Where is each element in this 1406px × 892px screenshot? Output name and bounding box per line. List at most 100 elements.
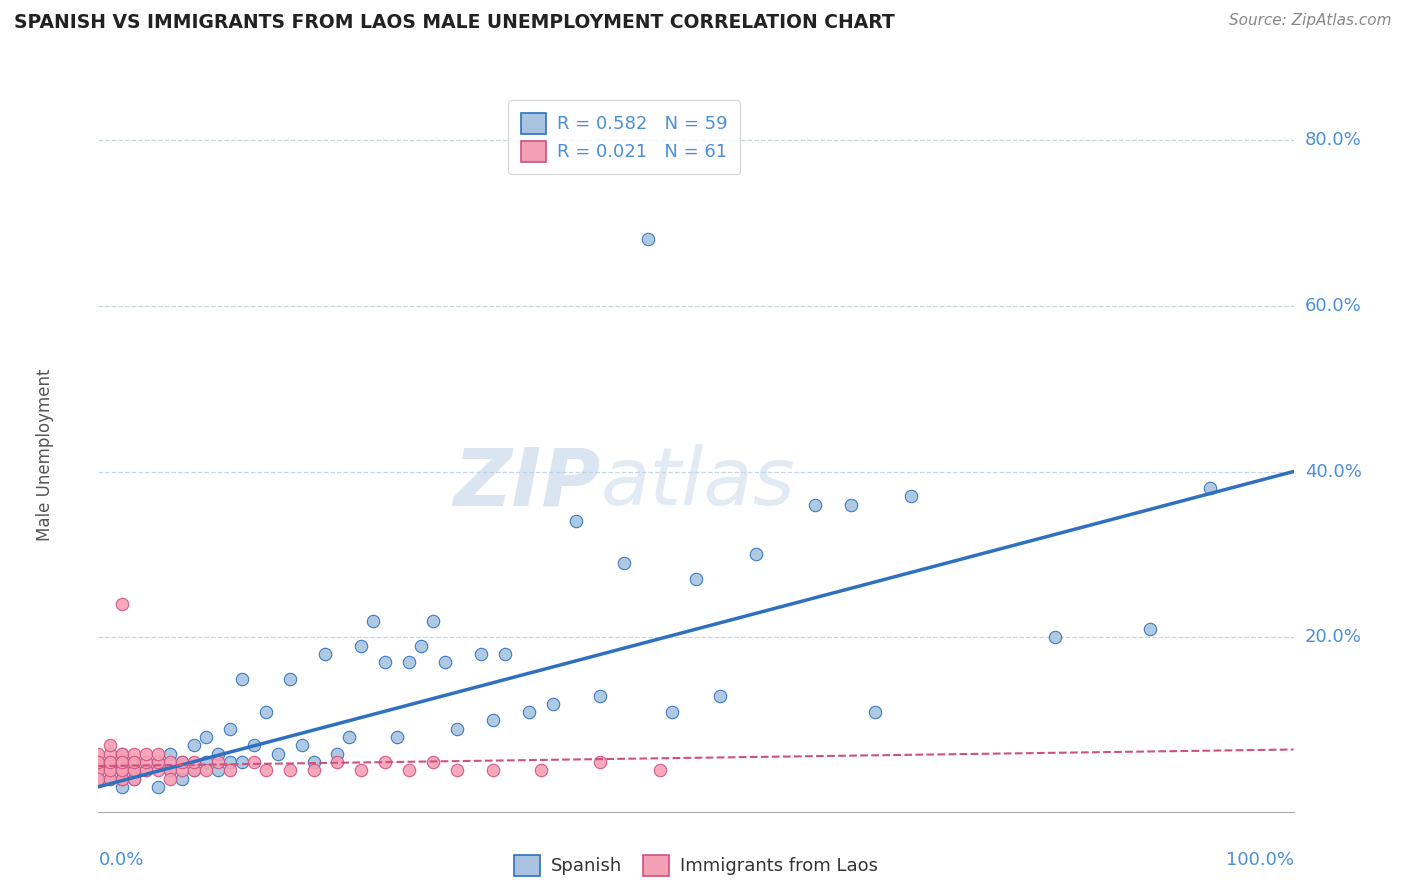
Point bbox=[111, 772, 134, 786]
Point bbox=[589, 755, 612, 769]
Text: 100.0%: 100.0% bbox=[1226, 851, 1294, 869]
Point bbox=[135, 755, 157, 769]
Point bbox=[111, 755, 134, 769]
Point bbox=[637, 232, 659, 246]
Point bbox=[98, 755, 122, 769]
Point bbox=[87, 763, 110, 777]
Text: SPANISH VS IMMIGRANTS FROM LAOS MALE UNEMPLOYMENT CORRELATION CHART: SPANISH VS IMMIGRANTS FROM LAOS MALE UNE… bbox=[14, 13, 894, 32]
Point bbox=[98, 747, 122, 761]
Point bbox=[411, 639, 433, 653]
Point bbox=[111, 763, 134, 777]
Point bbox=[529, 763, 551, 777]
Point bbox=[745, 548, 768, 562]
Point bbox=[517, 705, 540, 719]
Legend: Spanish, Immigrants from Laos: Spanish, Immigrants from Laos bbox=[505, 846, 887, 885]
Point bbox=[709, 689, 731, 703]
Point bbox=[302, 763, 325, 777]
Point bbox=[1043, 631, 1066, 645]
Point bbox=[374, 755, 396, 769]
Point bbox=[124, 763, 146, 777]
Point bbox=[350, 639, 373, 653]
Point bbox=[326, 755, 349, 769]
Point bbox=[207, 747, 229, 761]
Point bbox=[159, 763, 181, 777]
Point bbox=[219, 763, 242, 777]
Point bbox=[1198, 481, 1220, 495]
Point bbox=[243, 755, 266, 769]
Point bbox=[267, 747, 290, 761]
Point bbox=[87, 755, 110, 769]
Point bbox=[804, 498, 827, 512]
Point bbox=[337, 730, 360, 744]
Point bbox=[374, 656, 396, 670]
Point bbox=[207, 763, 229, 777]
Point bbox=[422, 614, 444, 628]
Point bbox=[183, 763, 205, 777]
Point bbox=[839, 498, 862, 512]
Point bbox=[98, 755, 122, 769]
Text: ZIP: ZIP bbox=[453, 444, 600, 523]
Point bbox=[172, 755, 194, 769]
Point bbox=[111, 763, 134, 777]
Point bbox=[111, 755, 134, 769]
Point bbox=[183, 739, 205, 753]
Point bbox=[111, 780, 134, 794]
Point bbox=[87, 755, 110, 769]
Point bbox=[148, 755, 170, 769]
Point bbox=[589, 689, 612, 703]
Point bbox=[111, 772, 134, 786]
Point bbox=[194, 755, 217, 769]
Point bbox=[111, 747, 134, 761]
Point bbox=[98, 763, 122, 777]
Point bbox=[194, 730, 217, 744]
Point bbox=[326, 747, 349, 761]
Point bbox=[111, 597, 134, 611]
Point bbox=[219, 722, 242, 736]
Point bbox=[98, 763, 122, 777]
Point bbox=[124, 772, 146, 786]
Point bbox=[1139, 622, 1161, 636]
Point bbox=[433, 656, 456, 670]
Point bbox=[565, 514, 588, 528]
Text: 60.0%: 60.0% bbox=[1305, 296, 1361, 315]
Text: 80.0%: 80.0% bbox=[1305, 130, 1361, 149]
Point bbox=[159, 772, 181, 786]
Point bbox=[172, 755, 194, 769]
Point bbox=[135, 763, 157, 777]
Point bbox=[159, 755, 181, 769]
Point bbox=[315, 647, 337, 661]
Point bbox=[111, 763, 134, 777]
Point bbox=[124, 772, 146, 786]
Point bbox=[172, 763, 194, 777]
Point bbox=[87, 772, 110, 786]
Point bbox=[278, 763, 301, 777]
Point bbox=[254, 763, 277, 777]
Point bbox=[194, 763, 217, 777]
Point bbox=[87, 763, 110, 777]
Point bbox=[446, 763, 468, 777]
Point bbox=[159, 747, 181, 761]
Point bbox=[135, 763, 157, 777]
Point bbox=[183, 755, 205, 769]
Point bbox=[481, 763, 505, 777]
Point bbox=[863, 705, 886, 719]
Point bbox=[481, 714, 505, 728]
Point bbox=[124, 755, 146, 769]
Point bbox=[661, 705, 683, 719]
Point bbox=[207, 755, 229, 769]
Text: Male Unemployment: Male Unemployment bbox=[35, 368, 53, 541]
Point bbox=[124, 747, 146, 761]
Point bbox=[290, 739, 312, 753]
Point bbox=[231, 672, 253, 686]
Point bbox=[648, 763, 672, 777]
Point bbox=[363, 614, 385, 628]
Point bbox=[98, 772, 122, 786]
Point bbox=[231, 755, 253, 769]
Point bbox=[278, 672, 301, 686]
Point bbox=[613, 556, 636, 570]
Point bbox=[494, 647, 516, 661]
Point bbox=[422, 755, 444, 769]
Point bbox=[111, 747, 134, 761]
Point bbox=[111, 755, 134, 769]
Point bbox=[254, 705, 277, 719]
